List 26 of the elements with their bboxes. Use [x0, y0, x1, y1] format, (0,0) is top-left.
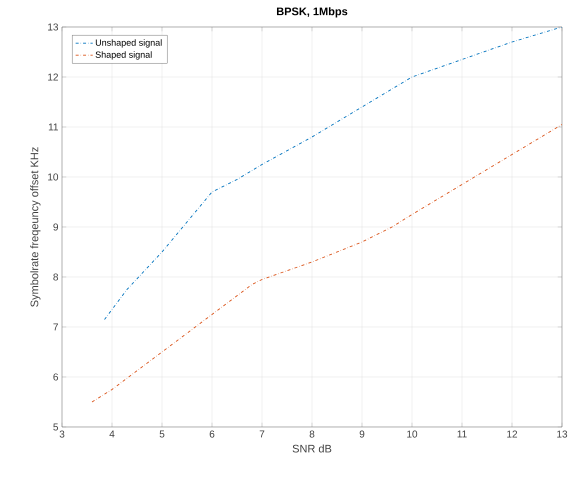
x-tick-label: 9	[360, 430, 364, 438]
legend-label: Unshaped signal	[96, 39, 162, 48]
y-tick-label: 13	[48, 23, 58, 31]
y-tick-label: 8	[53, 273, 58, 281]
y-axis-title: Symbolrate freqeuncy offset KHz	[30, 147, 40, 307]
legend-label: Shaped signal	[96, 51, 152, 60]
x-tick-label: 7	[260, 430, 264, 438]
line-series	[92, 124, 562, 402]
x-tick-label: 11	[458, 430, 467, 438]
y-tick-label: 6	[53, 373, 58, 381]
x-tick-label: 5	[160, 430, 164, 438]
y-tick-label: 7	[53, 324, 58, 330]
y-tick-label: 9	[53, 223, 58, 231]
chart-title: BPSK, 1Mbps	[276, 7, 348, 18]
x-axis-title: SNR dB	[292, 444, 332, 453]
y-tick-label: 12	[48, 74, 58, 80]
x-tick-label: 10	[407, 430, 418, 438]
x-tick-label: 3	[60, 430, 64, 438]
x-tick-label: 13	[557, 430, 568, 438]
y-tick-label: 11	[48, 124, 58, 130]
y-tick-label: 5	[53, 423, 58, 430]
x-tick-label: 6	[210, 430, 214, 438]
x-tick-label: 12	[507, 430, 518, 438]
x-tick-label: 4	[109, 430, 114, 438]
y-tick-label: 10	[48, 173, 58, 181]
x-tick-label: 8	[310, 430, 314, 438]
